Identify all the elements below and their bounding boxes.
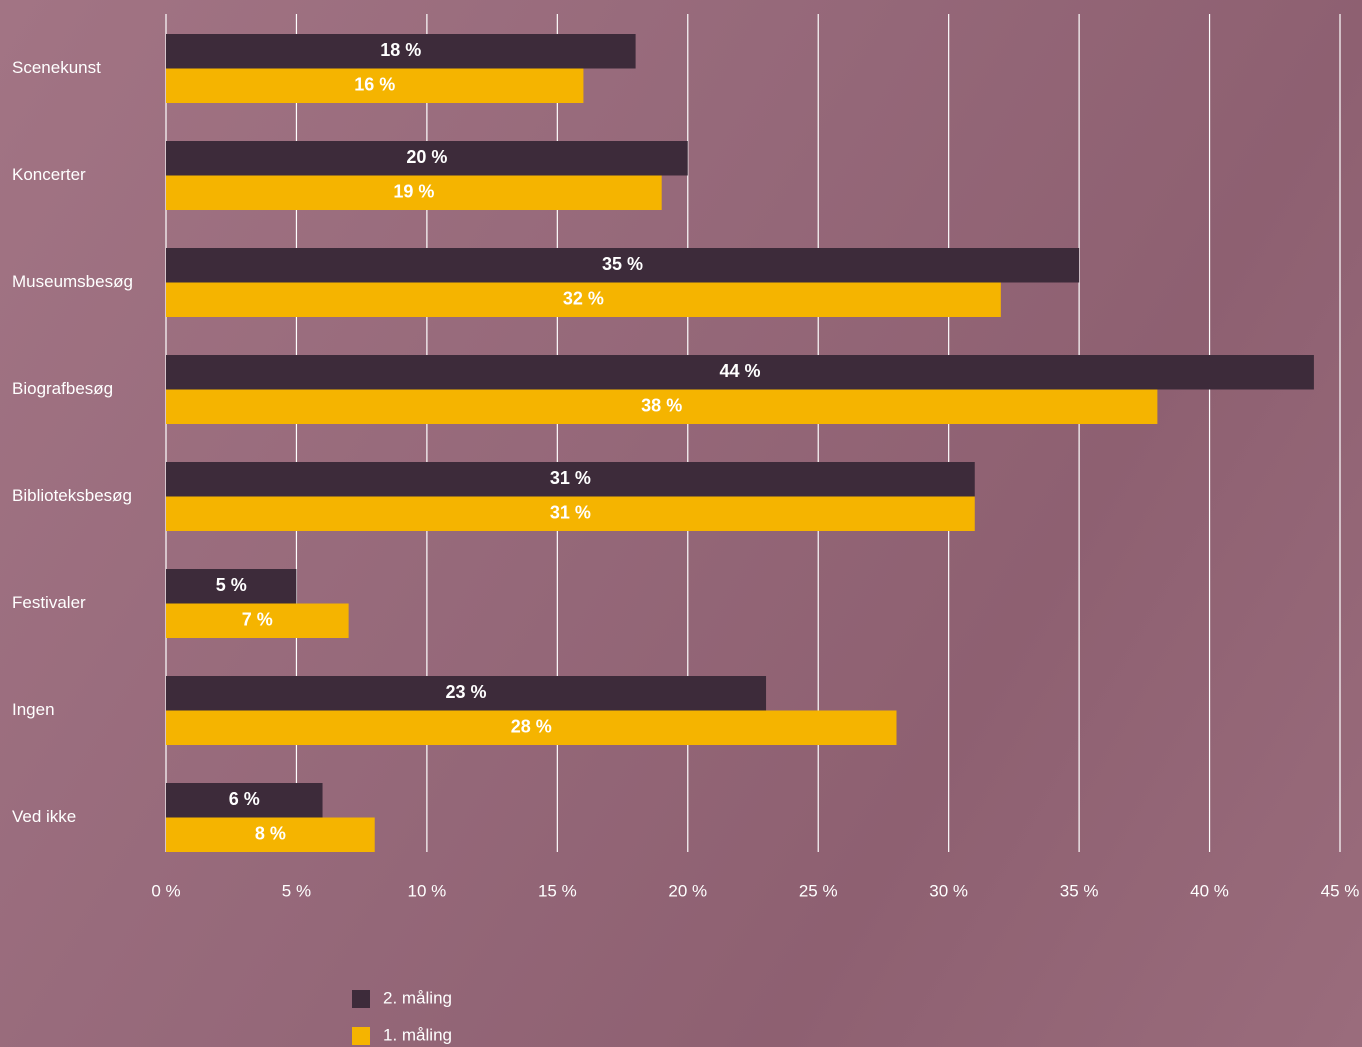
category-label: Biblioteksbesøg [12,486,132,505]
x-tick-label: 45 % [1321,881,1360,900]
value-label: 7 % [242,610,273,630]
value-label: 32 % [563,289,604,309]
value-label: 23 % [446,682,487,702]
category-label: Ingen [12,700,55,719]
chart: 0 % 5 % 10 % 15 % 20 % 25 % 30 % 35 % 40 % 45 % Sc… [0,0,1362,1047]
x-tick-label: 25 % [799,881,838,900]
value-label: 31 % [550,468,591,488]
legend-label: 1. måling [383,1025,452,1044]
value-label: 35 % [602,254,643,274]
value-label: 16 % [354,75,395,95]
x-tick-label: 10 % [408,881,447,900]
value-label: 18 % [380,40,421,60]
x-tick-label: 5 % [282,881,311,900]
category-label: Ved ikke [12,807,76,826]
value-label: 31 % [550,503,591,523]
legend-label: 2. måling [383,988,452,1007]
value-label: 20 % [406,147,447,167]
legend-swatch [352,1027,370,1045]
category-label: Koncerter [12,165,86,184]
category-label: Museumsbesøg [12,272,133,291]
x-tick-label: 40 % [1190,881,1229,900]
value-label: 28 % [511,717,552,737]
x-tick-label: 30 % [929,881,968,900]
x-tick-label: 20 % [668,881,707,900]
value-label: 38 % [641,396,682,416]
category-label: Festivaler [12,593,86,612]
x-tick-label: 35 % [1060,881,1099,900]
value-label: 6 % [229,789,260,809]
category-label: Scenekunst [12,58,101,77]
x-tick-label: 15 % [538,881,577,900]
value-label: 44 % [719,361,760,381]
value-label: 5 % [216,575,247,595]
x-tick-label: 0 % [151,881,180,900]
legend-swatch [352,990,370,1008]
value-label: 19 % [393,182,434,202]
category-label: Biografbesøg [12,379,113,398]
value-label: 8 % [255,824,286,844]
